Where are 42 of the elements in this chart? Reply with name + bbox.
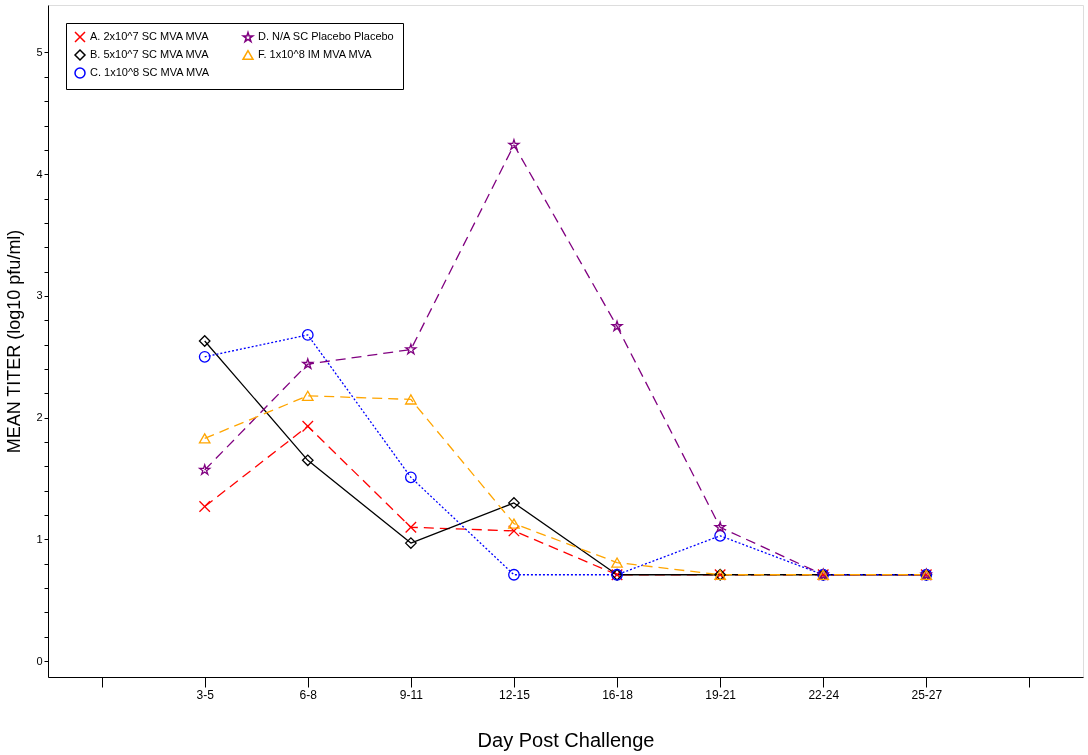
point bbox=[508, 518, 520, 529]
x-tick-label: 9-11 bbox=[399, 687, 424, 702]
y-tick-label: 1 bbox=[36, 532, 43, 545]
point bbox=[508, 568, 520, 581]
point bbox=[198, 350, 211, 363]
x-axis-title: Day Post Challenge bbox=[477, 728, 655, 751]
point bbox=[301, 390, 314, 401]
point bbox=[301, 329, 314, 341]
x-tick-label: 22-24 bbox=[808, 687, 840, 702]
point bbox=[404, 537, 417, 549]
x-tick-label: 19-21 bbox=[705, 687, 737, 702]
point bbox=[714, 521, 726, 533]
legend-label: A. 2x10^7 SC MVA MVA bbox=[90, 30, 210, 42]
point bbox=[405, 343, 417, 355]
y-tick-label: 5 bbox=[36, 45, 43, 58]
y-tick-label: 4 bbox=[36, 167, 43, 180]
point bbox=[508, 525, 520, 537]
point bbox=[198, 433, 211, 444]
point bbox=[404, 471, 417, 484]
legend-label: C. 1x10^8 SC MVA MVA bbox=[90, 66, 210, 78]
point bbox=[302, 358, 314, 370]
x-tick-label: 25-27 bbox=[911, 687, 943, 702]
x-tick-label: 3-5 bbox=[196, 687, 215, 702]
x-tick-label: 12-15 bbox=[499, 687, 531, 702]
point bbox=[508, 497, 520, 509]
point bbox=[198, 500, 211, 513]
y-tick-label: 0 bbox=[36, 654, 43, 667]
legend-label: D. N/A SC Placebo Placebo bbox=[258, 30, 394, 43]
point bbox=[198, 335, 211, 347]
legend-label: B. 5x10^7 SC MVA MVA bbox=[90, 48, 210, 60]
x-tick-label: 6-8 bbox=[299, 687, 318, 702]
legend-label: F. 1x10^8 IM MVA MVA bbox=[258, 48, 373, 60]
point bbox=[404, 394, 417, 405]
point bbox=[404, 521, 417, 534]
x-tick-label: 16-18 bbox=[602, 687, 634, 702]
y-axis-title: MEAN TITER (log10 pfu/ml) bbox=[4, 229, 25, 454]
point bbox=[301, 454, 314, 467]
point bbox=[611, 320, 623, 332]
point bbox=[301, 420, 314, 433]
point bbox=[611, 557, 623, 568]
y-tick-label: 2 bbox=[36, 411, 43, 424]
y-tick-label: 3 bbox=[36, 289, 43, 302]
